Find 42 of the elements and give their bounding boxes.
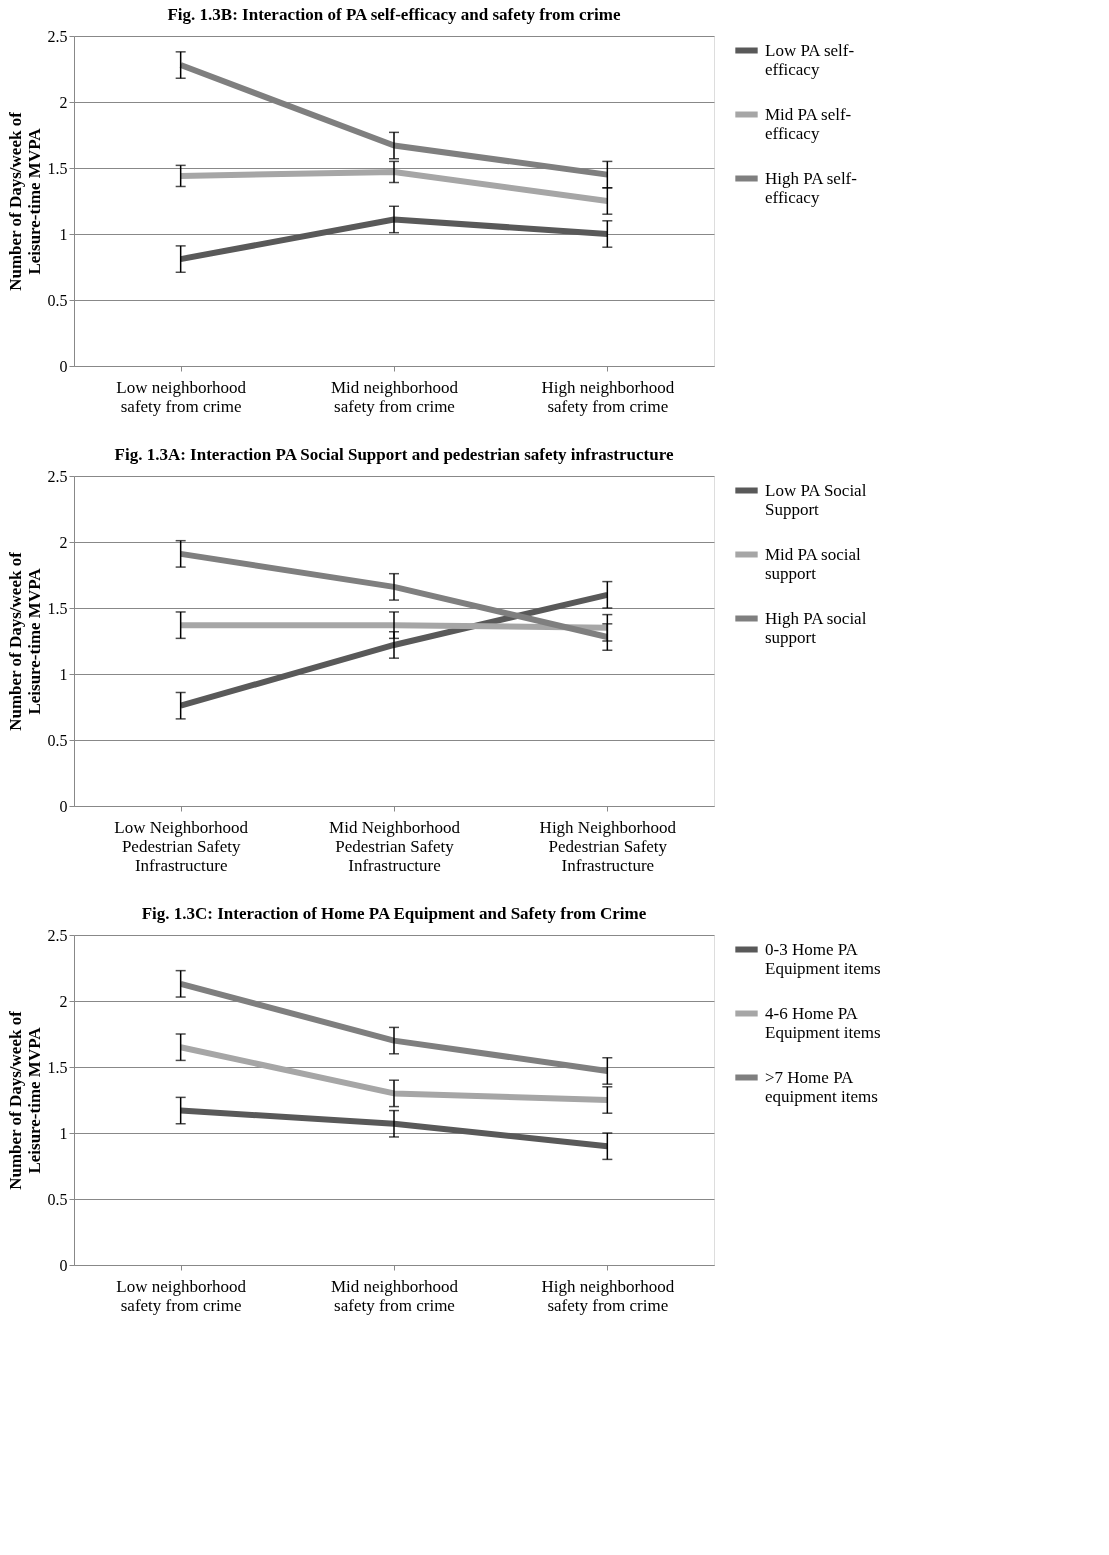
x-tick-label: Mid neighborhood safety from crime [330,1276,459,1315]
y-axis-title: Number of Days/week of Leisure-time MVPA [5,1010,44,1190]
chart-title: Fig. 1.3C: Interaction of Home PA Equipment and Safety from Crime [141,904,647,923]
y-tick-label: 1 [59,1124,68,1142]
y-tick-label: 1.5 [47,1058,68,1076]
x-tick-label: High neighborhood safety from crime [541,377,675,416]
y-tick-label: 1.5 [47,599,68,617]
chart-title: Fig. 1.3A: Interaction PA Social Support and pedestrian safety infrastructure [114,445,674,464]
legend-label: Low PA self-efficacy [765,40,855,79]
y-tick-label: 1 [59,665,68,683]
y-tick-label: 2.5 [47,926,68,944]
y-tick-label: 0.5 [47,291,68,309]
x-tick-label: High Neighborhood Pedestrian Safety Infrastructure [539,817,677,875]
x-tick-label: Mid Neighborhood Pedestrian Safety Infrastructure [329,817,461,875]
y-tick-label: 2 [59,992,68,1010]
y-tick-label: 0.5 [47,1190,68,1208]
legend-label: 4-6 Home PA Equipment items [765,1003,881,1042]
legend-label: Mid PA social support [765,544,861,583]
legend-label: Low PA Social Support [765,480,867,519]
y-tick-label: 0 [59,357,68,375]
legend-label: High PA self-efficacy [765,168,858,207]
y-tick-label: 1.5 [47,159,68,177]
y-axis-title: Number of Days/week of Leisure-time MVPA [5,111,44,291]
x-tick-label: Low neighborhood safety from crime [116,377,247,416]
y-tick-label: 2.5 [47,467,68,485]
legend-label: Mid PA self-efficacy [765,104,852,143]
y-tick-label: 0.5 [47,731,68,749]
x-tick-label: Mid neighborhood safety from crime [330,377,459,416]
legend-label: High PA social support [765,608,867,647]
chart-title: Fig. 1.3B: Interaction of PA self-efficacy and safety from crime [167,5,621,24]
x-tick-label: High neighborhood safety from crime [541,1276,675,1315]
y-tick-label: 2.5 [47,27,68,45]
y-tick-label: 0 [59,797,68,815]
y-axis-title: Number of Days/week of Leisure-time MVPA [5,551,44,731]
x-tick-label: Low neighborhood safety from crime [116,1276,247,1315]
legend-label: 0-3 Home PA Equipment items [765,939,881,978]
y-tick-label: 1 [59,225,68,243]
legend-label: >7 Home PA equipment items [765,1067,878,1106]
y-tick-label: 0 [59,1256,68,1274]
y-tick-label: 2 [59,533,68,551]
x-tick-label: Low Neighborhood Pedestrian Safety Infrastructure [114,817,249,875]
y-tick-label: 2 [59,93,68,111]
